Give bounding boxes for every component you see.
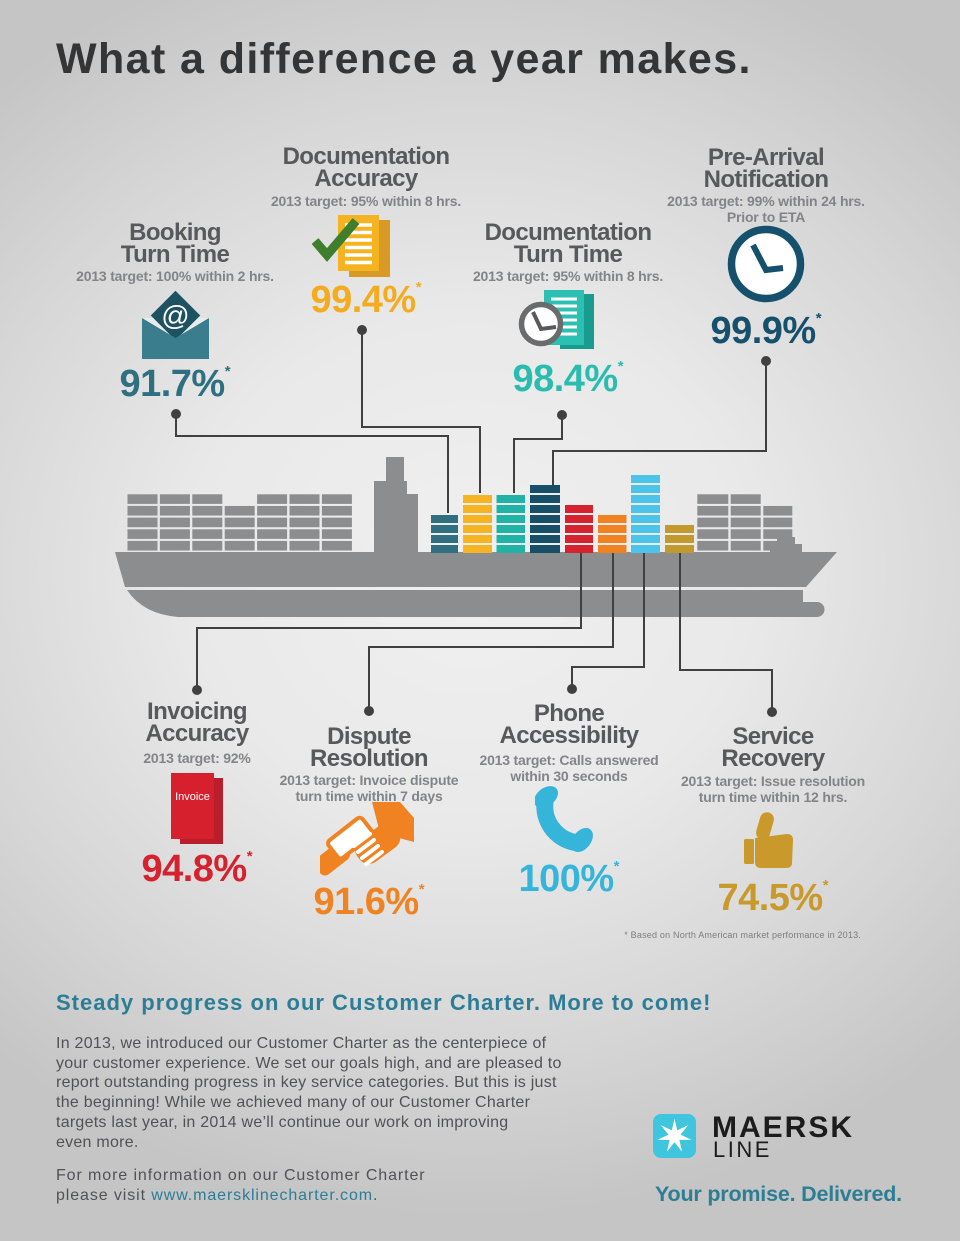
svg-text:Invoice: Invoice: [175, 791, 210, 803]
svg-text:@: @: [161, 300, 189, 331]
